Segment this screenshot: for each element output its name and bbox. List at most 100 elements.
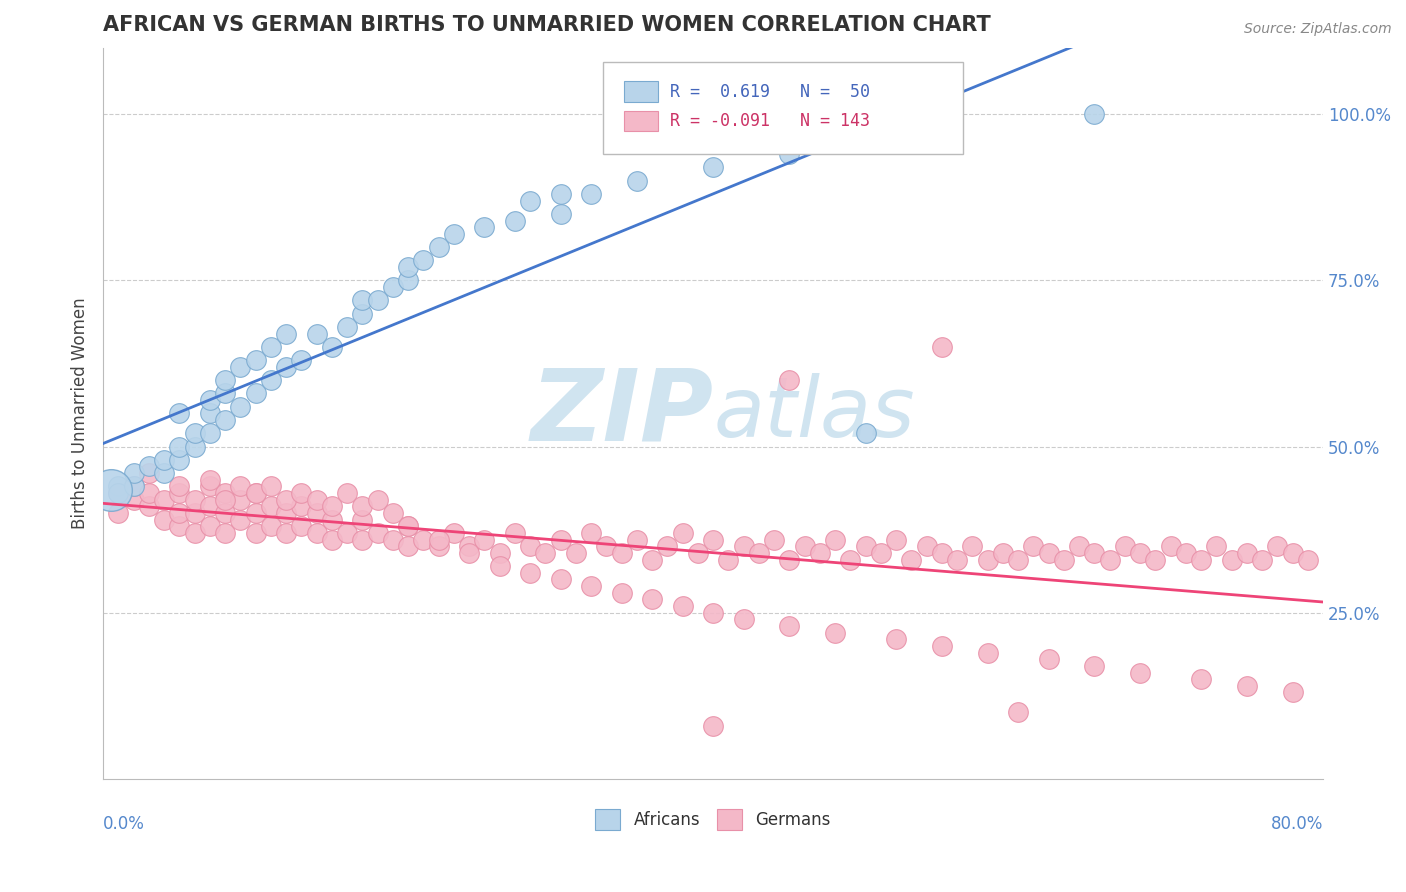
Point xyxy=(107,479,129,493)
Point xyxy=(153,453,176,467)
Point xyxy=(824,625,846,640)
Point xyxy=(336,319,359,334)
Point xyxy=(884,632,907,647)
Point xyxy=(1296,552,1319,566)
Point xyxy=(169,406,191,420)
Point xyxy=(519,566,541,580)
Point xyxy=(778,619,800,633)
Point xyxy=(641,592,664,607)
Point xyxy=(352,500,374,514)
Point xyxy=(748,546,770,560)
Point xyxy=(808,546,831,560)
Text: Source: ZipAtlas.com: Source: ZipAtlas.com xyxy=(1244,22,1392,37)
Point xyxy=(579,579,602,593)
Point xyxy=(412,533,434,547)
Point xyxy=(138,459,160,474)
Point xyxy=(245,506,267,520)
Point xyxy=(443,227,465,241)
Point xyxy=(367,293,389,308)
Point xyxy=(214,525,236,540)
Point xyxy=(214,486,236,500)
FancyBboxPatch shape xyxy=(603,62,963,153)
Point xyxy=(153,466,176,480)
Point xyxy=(870,546,893,560)
Point xyxy=(276,326,298,341)
Text: atlas: atlas xyxy=(713,373,915,454)
Point xyxy=(381,533,404,547)
Point xyxy=(1281,685,1303,699)
Point xyxy=(702,161,724,175)
Point xyxy=(321,500,343,514)
Point xyxy=(260,340,283,354)
Y-axis label: Births to Unmarried Women: Births to Unmarried Women xyxy=(72,297,89,529)
Point xyxy=(229,492,252,507)
Point xyxy=(1053,552,1076,566)
Point xyxy=(352,307,374,321)
Point xyxy=(657,539,679,553)
Point xyxy=(686,546,709,560)
Point xyxy=(367,525,389,540)
Point xyxy=(474,533,496,547)
Point xyxy=(214,413,236,427)
Point xyxy=(427,539,450,553)
Point xyxy=(169,519,191,533)
Point xyxy=(169,506,191,520)
Point xyxy=(122,492,145,507)
Point xyxy=(503,213,526,227)
Point xyxy=(214,506,236,520)
Point xyxy=(778,373,800,387)
Point xyxy=(1022,539,1045,553)
Point xyxy=(1129,546,1152,560)
Point xyxy=(519,539,541,553)
Point xyxy=(550,533,572,547)
Point xyxy=(107,506,129,520)
Point xyxy=(260,479,283,493)
Point xyxy=(1189,672,1212,686)
Point xyxy=(183,492,205,507)
Point xyxy=(321,533,343,547)
Point xyxy=(1205,539,1227,553)
Point xyxy=(443,525,465,540)
Point xyxy=(1251,552,1274,566)
Point xyxy=(198,479,221,493)
Point xyxy=(1038,652,1060,666)
Point xyxy=(1236,679,1258,693)
Point xyxy=(1069,539,1091,553)
Point xyxy=(976,646,998,660)
Bar xyxy=(624,81,658,102)
Point xyxy=(1114,539,1136,553)
Point xyxy=(169,453,191,467)
Point xyxy=(153,492,176,507)
Point xyxy=(962,539,984,553)
Point xyxy=(474,220,496,235)
Point xyxy=(290,486,312,500)
Point xyxy=(138,466,160,480)
Point xyxy=(290,353,312,368)
Point xyxy=(595,539,617,553)
Point xyxy=(824,533,846,547)
Point xyxy=(458,546,481,560)
Point xyxy=(352,293,374,308)
Point xyxy=(976,552,998,566)
Point xyxy=(305,525,328,540)
Point xyxy=(931,546,953,560)
Point xyxy=(214,373,236,387)
Point xyxy=(1144,552,1167,566)
Point xyxy=(396,273,419,287)
Text: R = -0.091   N = 143: R = -0.091 N = 143 xyxy=(671,112,870,130)
Point xyxy=(122,479,145,493)
Point xyxy=(245,386,267,401)
Point xyxy=(702,719,724,733)
Point xyxy=(276,525,298,540)
Point xyxy=(534,546,557,560)
Point xyxy=(305,506,328,520)
Point xyxy=(396,539,419,553)
Point xyxy=(352,533,374,547)
Point xyxy=(336,486,359,500)
Point xyxy=(931,340,953,354)
Point xyxy=(1083,659,1105,673)
Point xyxy=(641,552,664,566)
Point xyxy=(122,479,145,493)
Text: R =  0.619   N =  50: R = 0.619 N = 50 xyxy=(671,83,870,101)
Point xyxy=(1160,539,1182,553)
